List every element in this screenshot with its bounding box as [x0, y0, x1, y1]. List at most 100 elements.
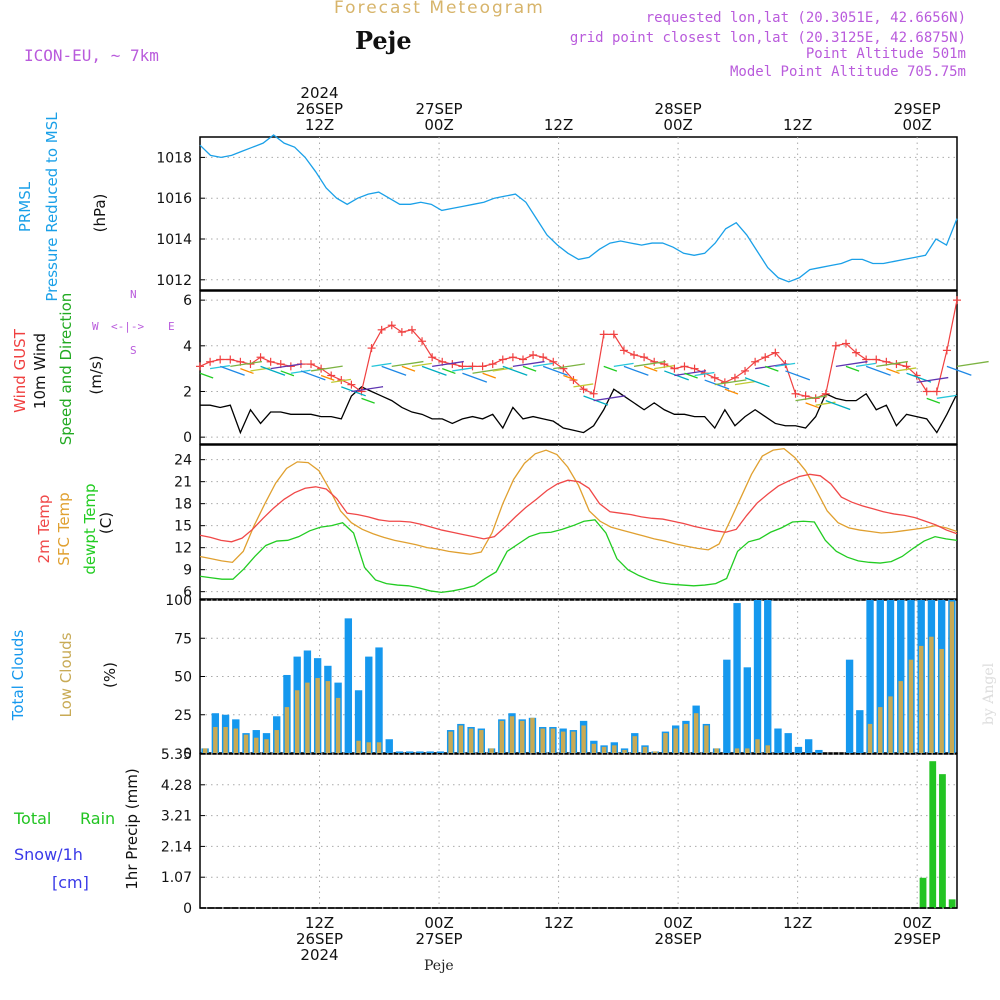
wind-arrow: [381, 365, 407, 376]
y-tick-label-1: 4: [183, 339, 192, 355]
low-clouds-bar: [274, 730, 279, 753]
total-clouds-bar: [375, 647, 383, 753]
y-tick-label-2: 12: [174, 541, 192, 557]
panel-frame-3: [199, 599, 958, 754]
low-clouds-bar: [653, 751, 658, 753]
y-tick-label-0: 1014: [156, 232, 192, 248]
wind-arrow: [886, 368, 900, 375]
low-clouds-bar: [294, 690, 300, 753]
top-time-label: 12Z: [783, 116, 812, 134]
wind-arrow: [230, 360, 263, 368]
low-clouds-bar: [878, 707, 883, 753]
rain-bar: [929, 761, 937, 908]
low-clouds-bar: [468, 728, 474, 753]
y-tick-label-1: 0: [183, 430, 192, 446]
y-tick-label-4: 0: [183, 901, 192, 917]
top-time-label: 12Z: [305, 116, 334, 134]
total-clouds-bar: [395, 751, 404, 753]
wind-arrow: [956, 360, 989, 368]
dewpt-line: [199, 519, 958, 594]
low-clouds-bar: [693, 713, 699, 753]
low-clouds-bar: [509, 716, 515, 753]
low-clouds-bar: [213, 726, 218, 753]
rain-bar: [939, 774, 946, 908]
panel-frame-4: [199, 753, 958, 909]
rain-bar: [948, 899, 956, 908]
wind-arrow: [865, 365, 891, 376]
total-clouds-bar: [886, 600, 895, 753]
y-tick-label-2: 9: [183, 563, 192, 579]
precip-cm-label: [cm]: [52, 873, 89, 892]
total-clouds-bar: [897, 600, 905, 753]
bottom-time-label: 00Z: [663, 914, 692, 932]
low-clouds-bar: [908, 659, 914, 753]
low-clouds-bar: [632, 736, 637, 753]
y-tick-label-2: 15: [174, 519, 192, 535]
wind-arrow: [482, 372, 496, 379]
low-clouds-bar: [550, 728, 556, 753]
wind-arrow: [512, 360, 545, 368]
y-tick-label-4: 2.14: [161, 839, 192, 855]
footer-place: Peje: [424, 958, 454, 974]
total-clouds-bar: [764, 600, 772, 753]
y-tick-label-0: 1016: [156, 191, 192, 207]
bottom-time-label: 29SEP: [894, 930, 941, 948]
wind-arrow: [260, 365, 286, 376]
total-clouds-bar: [723, 659, 731, 753]
wind-arrow: [845, 365, 860, 372]
low-clouds-bar: [264, 739, 269, 753]
wind-arrow: [351, 386, 384, 393]
low-clouds-bar: [898, 681, 903, 753]
low-clouds-bar: [571, 731, 576, 753]
low-clouds-bar: [530, 717, 535, 753]
low-clouds-bar: [254, 737, 259, 753]
wind-arrow: [472, 367, 505, 374]
low-clouds-bar: [765, 745, 770, 753]
total-clouds-bar: [426, 751, 434, 753]
low-clouds-bar: [366, 742, 372, 753]
y-tick-label-3: 75: [174, 631, 192, 647]
wind-arrow: [613, 362, 634, 368]
low-clouds-bar: [601, 746, 607, 753]
total-clouds-bar: [365, 656, 373, 753]
wind-arrow: [209, 365, 230, 370]
low-clouds-bar: [734, 748, 740, 753]
wind-arrow: [573, 383, 594, 388]
compass-e: E: [168, 320, 175, 333]
wind-arrow: [502, 365, 528, 376]
total-clouds-bar: [385, 739, 393, 753]
total-clouds-bar: [876, 600, 884, 753]
wind-arrow: [411, 362, 432, 368]
bottom-time-label: 26SEP: [296, 930, 343, 948]
low-clouds-bar: [642, 746, 648, 753]
wind-arrow: [391, 360, 424, 368]
low-clouds-bar: [335, 697, 341, 753]
wind-arrow: [361, 397, 375, 404]
wind-arrow: [421, 365, 447, 376]
bottom-time-label: 12Z: [305, 914, 334, 932]
low-clouds-bar: [939, 648, 944, 753]
low-clouds-bar: [867, 723, 873, 753]
low-clouds-bar: [356, 740, 361, 753]
low-clouds-bar: [540, 728, 545, 753]
low-clouds-bar: [581, 725, 586, 753]
wind-arrow: [401, 365, 416, 372]
wind-arrow: [290, 369, 311, 374]
wind-arrow: [522, 365, 537, 372]
low-clouds-bar: [233, 728, 239, 753]
wind-arrow: [442, 368, 456, 375]
wind-arrow: [563, 374, 577, 381]
low-clouds-bar: [755, 739, 760, 753]
low-clouds-bar: [243, 734, 249, 753]
panel-frame-0: [199, 136, 958, 291]
total-clouds-bar: [845, 659, 854, 753]
precip-total-label: Total: [14, 809, 52, 828]
bottom-time-label: 12Z: [544, 914, 573, 932]
wind-arrow: [916, 376, 949, 383]
top-time-label: 00Z: [424, 116, 453, 134]
wind-arrow: [532, 362, 553, 368]
bottom-time-label: 27SEP: [415, 930, 462, 948]
low-clouds-bar: [325, 681, 331, 753]
